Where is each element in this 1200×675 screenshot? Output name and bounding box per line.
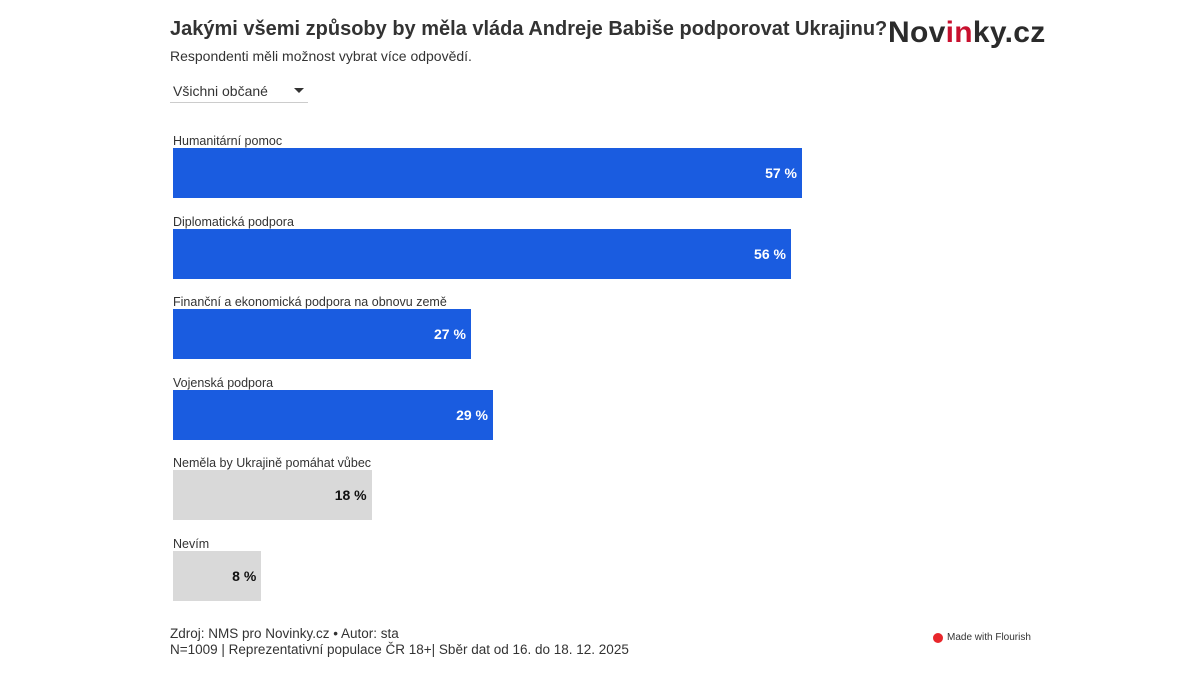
novinky-logo[interactable]: Novinky.cz	[888, 16, 1046, 49]
bar-category-label: Diplomatická podpora	[173, 214, 294, 229]
bar-value-label: 8 %	[232, 567, 257, 584]
chevron-down-icon	[294, 88, 304, 93]
flourish-icon	[933, 632, 943, 643]
dropdown-selected-value: Všichni občané	[173, 83, 268, 99]
flourish-credit[interactable]: Made with Flourish	[933, 632, 1031, 643]
bar[interactable]: 8 %	[173, 550, 262, 601]
bar[interactable]: 29 %	[173, 389, 494, 440]
bar-category-label: Vojenská podpora	[173, 375, 274, 390]
bar-value-label: 27 %	[434, 326, 466, 342]
bar-value-label: 57 %	[765, 165, 797, 181]
bar[interactable]: 27 %	[173, 309, 471, 359]
bar[interactable]: 56 %	[173, 228, 791, 279]
bar-category-label: Neměla by Ukrajině pomáhat vůbec	[173, 456, 372, 470]
bar-value-label: 56 %	[754, 245, 786, 262]
bar[interactable]: 57 %	[173, 148, 802, 198]
chart-title: Jakými všemi způsoby by měla vláda Andre…	[170, 18, 888, 40]
bar-value-label: 29 %	[456, 406, 489, 423]
bar-category-label: Nevím	[173, 536, 210, 551]
bar-value-label: 18 %	[334, 487, 367, 503]
chart-footer: Zdroj: NMS pro Novinky.cz • Autor: sta N…	[170, 626, 629, 658]
chart-subtitle: Respondenti měli možnost vybrat více odp…	[170, 48, 472, 64]
bar[interactable]: 18 %	[173, 470, 372, 520]
methodology-line: N=1009 | Reprezentativní populace ČR 18+…	[170, 642, 629, 657]
source-line: Zdroj: NMS pro Novinky.cz • Autor: sta	[170, 626, 399, 641]
bar-category-label: Humanitární pomoc	[173, 134, 283, 148]
population-filter-dropdown[interactable]: Všichni občané	[170, 80, 308, 103]
bar-category-label: Finanční a ekonomická podpora na obnovu …	[173, 295, 447, 309]
